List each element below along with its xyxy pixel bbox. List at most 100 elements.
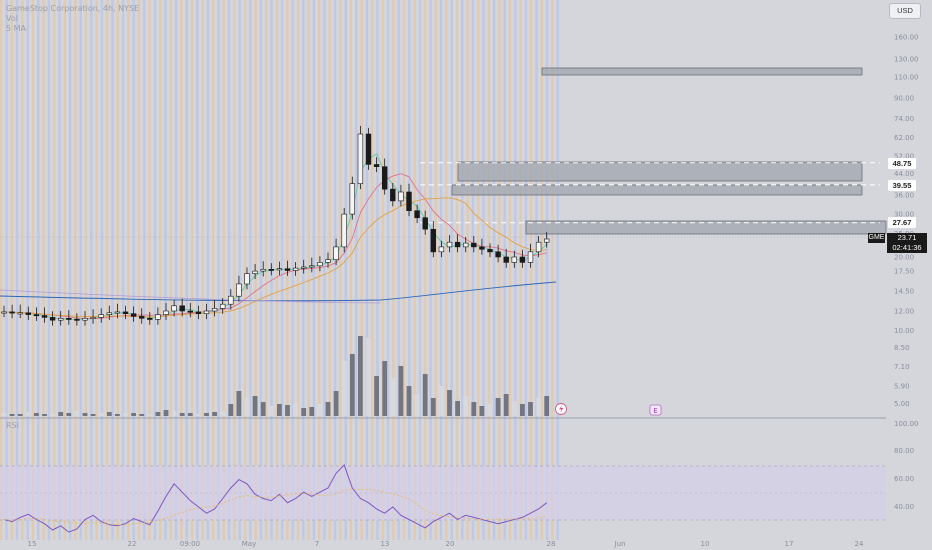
level-zone (451, 184, 863, 196)
session-stripe (254, 0, 257, 540)
chart-markers[interactable]: E (555, 403, 662, 416)
price-axis-label: 90.00 (894, 95, 914, 103)
session-stripe (466, 0, 469, 540)
session-stripe (227, 0, 231, 540)
candle-body (487, 249, 493, 253)
session-stripe (530, 0, 533, 540)
earnings-marker-label: E (653, 407, 657, 415)
candle-body (462, 242, 469, 248)
session-stripe (42, 0, 45, 540)
session-stripe (111, 0, 114, 540)
session-stripe (265, 0, 268, 540)
volume-bar (9, 414, 15, 416)
volume-bar (171, 411, 177, 416)
candle-body (495, 251, 501, 258)
candle-body (519, 256, 526, 263)
candle-body (365, 133, 372, 165)
price-countdown-label: 23.71 02:41:36 (887, 233, 927, 253)
candle-body (535, 241, 542, 253)
volume-bar (123, 413, 128, 416)
session-stripe (0, 0, 3, 540)
time-axis-label: May (242, 540, 256, 548)
session-stripe (53, 0, 56, 540)
volume-bar (90, 414, 96, 416)
session-stripe (312, 0, 316, 540)
volume-bar (447, 390, 452, 416)
session-stripe (514, 0, 517, 540)
volume-bar (398, 366, 404, 416)
volume-bar (358, 336, 363, 416)
session-stripe (217, 0, 220, 540)
candle-body (195, 311, 202, 314)
session-stripe (545, 0, 549, 540)
price-axis-label: 52.00 (894, 153, 914, 161)
candle-body (438, 246, 445, 253)
volume-bar (34, 413, 39, 416)
earnings-marker[interactable] (649, 404, 662, 416)
volume-bar (301, 408, 307, 416)
session-stripe (445, 0, 448, 540)
candle-body (179, 305, 185, 312)
candles[interactable] (1, 125, 550, 326)
volume-bar (285, 405, 290, 416)
candle-body (341, 213, 347, 248)
session-stripe (222, 0, 225, 540)
volume-bar (422, 374, 428, 416)
candle-body (139, 316, 145, 319)
candle-body (211, 308, 218, 312)
volume-bar (42, 414, 47, 416)
volume-bar (430, 398, 436, 416)
volume-bar (228, 404, 234, 416)
volume-bar (220, 411, 226, 416)
session-stripe (492, 0, 496, 540)
volume-bar (212, 412, 217, 416)
session-stripe (238, 0, 241, 540)
volume-legend[interactable]: Vol (6, 14, 18, 23)
session-stripe (471, 0, 475, 540)
session-stripe (84, 0, 88, 540)
candle-body (82, 317, 88, 321)
volume-bar (268, 406, 274, 416)
ma-legend[interactable]: 5 MA (6, 24, 27, 33)
candle-body (98, 314, 104, 318)
session-stripe (100, 0, 104, 540)
volume-bar (463, 396, 469, 416)
rsi-axis-label: 80.00 (894, 447, 914, 455)
rsi-legend[interactable]: RSI (6, 421, 19, 430)
volume-bar (236, 391, 242, 416)
candle-body (527, 251, 534, 263)
symbol-legend[interactable]: GameStop Corporation, 4h, NYSE (6, 4, 140, 13)
session-stripe (164, 0, 167, 540)
price-axis-label: 8.50 (894, 344, 910, 352)
session-stripe (477, 0, 480, 540)
session-stripe (397, 0, 400, 540)
price-axis-label: 110.00 (894, 73, 919, 81)
candle-body (479, 246, 485, 250)
session-stripe (376, 0, 379, 540)
session-stripe (79, 0, 82, 540)
volume-bar (439, 386, 444, 416)
candle-body (74, 318, 80, 321)
time-axis-label: 7 (315, 540, 319, 548)
level-zone (457, 161, 863, 182)
price-axis-label: 14.50 (894, 288, 914, 296)
currency-button[interactable]: USD (889, 3, 921, 19)
key-level-zones (451, 67, 887, 235)
session-stripe (323, 0, 326, 540)
rsi-band (0, 466, 886, 520)
session-stripe (429, 0, 432, 540)
time-axis-label: 13 (381, 540, 390, 548)
volume-bar (479, 406, 485, 416)
level-label-27: 27.67 (888, 217, 916, 228)
volume-bar (82, 413, 88, 416)
rsi-line (3, 463, 548, 533)
session-stripe (26, 0, 29, 540)
volume-bar (17, 414, 23, 416)
volume-bar (115, 414, 120, 416)
session-stripe (503, 0, 506, 540)
candle-body (171, 305, 177, 312)
candle-body (503, 256, 509, 263)
session-stripe (212, 0, 215, 540)
session-stripe (174, 0, 178, 540)
